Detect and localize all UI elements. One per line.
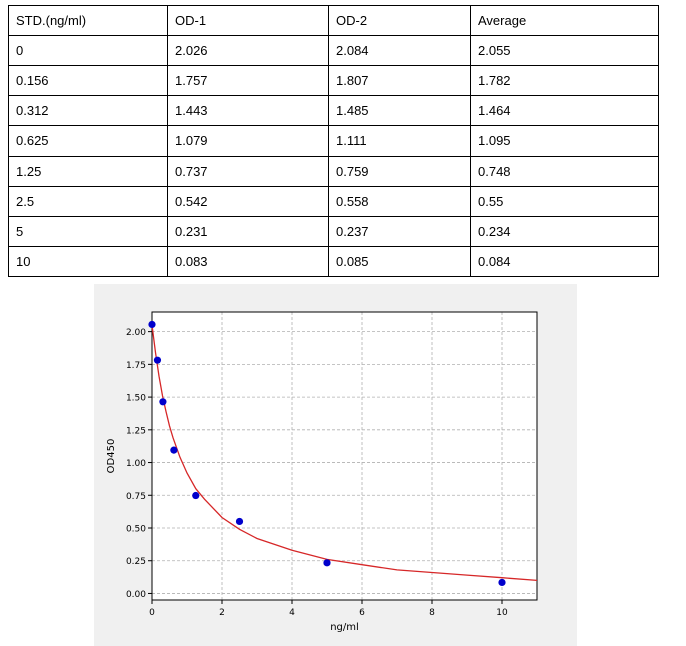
y-tick-label: 1.00	[126, 459, 146, 469]
y-tick-label: 2.00	[126, 328, 146, 338]
cell-std: 0.156	[8, 65, 168, 97]
data-point	[159, 398, 167, 406]
cell-od2: 1.485	[328, 95, 471, 127]
table-row: 5 0.231 0.237 0.234	[8, 215, 659, 247]
cell-std: 5	[8, 215, 168, 247]
cell-std: 2.5	[8, 185, 168, 217]
data-point	[498, 578, 506, 587]
cell-average: 0.55	[470, 185, 659, 217]
y-tick-label: 0.00	[126, 590, 146, 600]
x-tick-label: 4	[289, 608, 295, 618]
cell-std: 0	[8, 34, 168, 67]
x-tick-label: 2	[219, 608, 225, 618]
cell-std: 10	[8, 245, 168, 278]
data-point	[153, 356, 162, 364]
cell-od2: 1.807	[328, 65, 471, 97]
header-od2: OD-2	[328, 5, 471, 36]
x-axis-label: ng/ml	[330, 622, 359, 633]
cell-od1: 0.542	[167, 185, 329, 217]
y-tick-label: 0.50	[126, 525, 146, 535]
cell-average: 0.234	[470, 215, 659, 247]
cell-od2: 0.085	[328, 245, 471, 278]
table-row: 1.25 0.737 0.759 0.748	[8, 155, 659, 187]
table-row: 0.625 1.079 1.111 1.095	[8, 125, 659, 157]
standard-data-table: STD.(ng/ml) OD-1 OD-2 Average 0 2.026 2.…	[8, 5, 659, 278]
x-tick-label: 8	[429, 608, 435, 618]
x-tick-label: 0	[149, 608, 155, 618]
data-point	[192, 491, 200, 500]
cell-od1: 0.231	[167, 215, 329, 247]
y-tick-label: 0.25	[126, 557, 146, 567]
cell-average: 0.748	[470, 155, 659, 187]
header-std: STD.(ng/ml)	[8, 5, 168, 36]
axes-layer: 0 2 4 6 8 10 0.00 0.25 0.50 0.75 1.00 1.25 1.50 1.75 2…	[126, 328, 508, 618]
data-points-layer	[148, 320, 506, 587]
cell-od2: 2.084	[328, 34, 471, 67]
cell-average: 1.782	[470, 65, 659, 97]
cell-od1: 1.757	[167, 65, 329, 97]
x-tick-label: 6	[359, 608, 365, 618]
header-average: Average	[470, 5, 659, 36]
data-point	[170, 446, 178, 454]
cell-std: 1.25	[8, 155, 168, 187]
y-tick-label: 0.75	[126, 492, 146, 502]
cell-od1: 0.737	[167, 155, 329, 187]
plot-background	[152, 312, 537, 600]
header-od1: OD-1	[167, 5, 329, 36]
cell-std: 0.625	[8, 125, 168, 157]
y-tick-label: 1.25	[126, 426, 146, 436]
table-row: 0 2.026 2.084 2.055	[8, 34, 659, 67]
x-tick-label: 10	[496, 608, 508, 618]
table-row: 2.5 0.542 0.558 0.55	[8, 185, 659, 217]
y-tick-label: 1.75	[126, 361, 146, 371]
cell-od2: 0.558	[328, 185, 471, 217]
cell-average: 1.095	[470, 125, 659, 157]
cell-od2: 0.759	[328, 155, 471, 187]
table-header-row: STD.(ng/ml) OD-1 OD-2 Average	[8, 5, 659, 36]
table-row: 0.312 1.443 1.485 1.464	[8, 95, 659, 127]
plot-area	[151, 311, 538, 601]
cell-od1: 1.079	[167, 125, 329, 157]
cell-od1: 1.443	[167, 95, 329, 127]
cell-od1: 0.083	[167, 245, 329, 278]
grid-layer	[151, 312, 537, 600]
cell-average: 2.055	[470, 34, 659, 67]
cell-od1: 2.026	[167, 34, 329, 67]
standard-curve-chart: 0 2 4 6 8 10 0.00 0.25 0.50 0.75 1.00 1.25 1.50 1.75 2…	[106, 311, 538, 633]
cell-od2: 1.111	[328, 125, 471, 157]
cell-od2: 0.237	[328, 215, 471, 247]
data-point	[235, 517, 244, 526]
y-axis-label: OD450	[106, 439, 117, 474]
y-tick-label: 1.50	[126, 394, 146, 404]
table-row: 10 0.083 0.085 0.084	[8, 245, 659, 278]
table-row: 0.156 1.757 1.807 1.782	[8, 65, 659, 97]
cell-std: 0.312	[8, 95, 168, 127]
data-point	[323, 559, 331, 567]
data-point	[148, 320, 156, 329]
chart-panel: 0 2 4 6 8 10 0.00 0.25 0.50 0.75 1.00 1.25 1.50 1.75 2…	[94, 284, 577, 646]
cell-average: 0.084	[470, 245, 659, 278]
cell-average: 1.464	[470, 95, 659, 127]
